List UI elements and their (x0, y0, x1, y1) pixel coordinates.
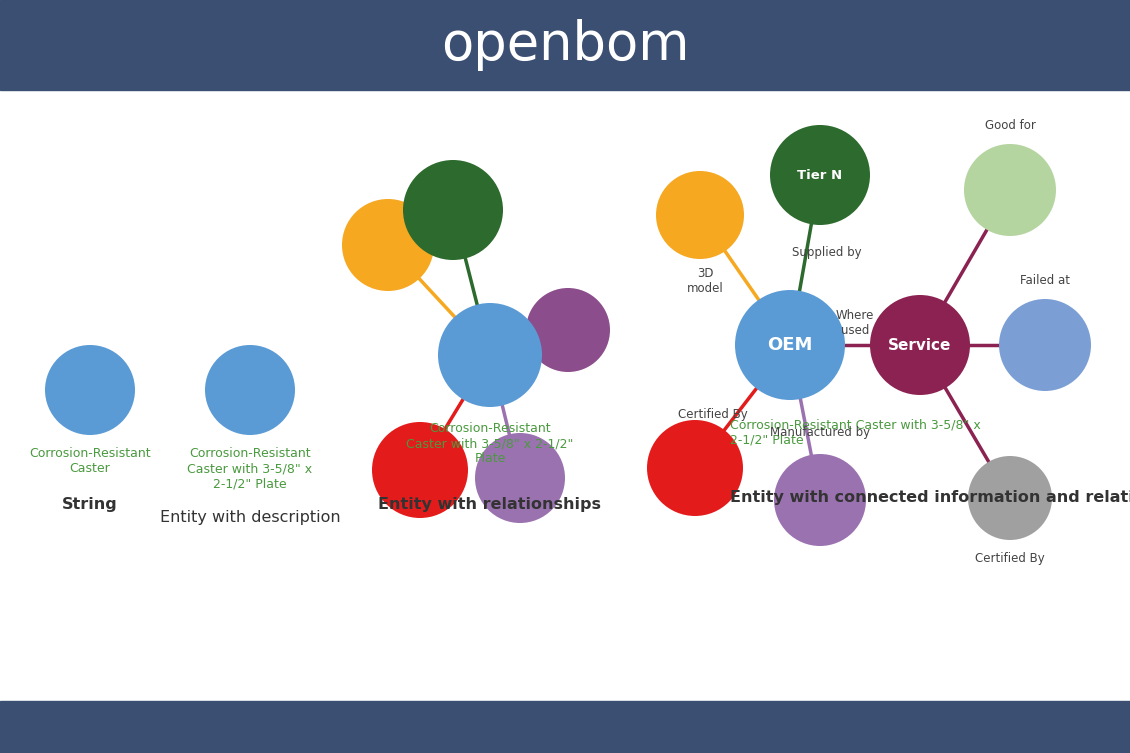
Text: Corrosion-Resistant
Caster: Corrosion-Resistant Caster (29, 447, 150, 475)
Text: Entity with relationships: Entity with relationships (379, 497, 601, 512)
Text: Good for: Good for (984, 119, 1035, 132)
Text: Entity with connected information and relationships: Entity with connected information and re… (730, 490, 1130, 505)
Text: 3D
model: 3D model (687, 267, 723, 295)
Text: Corrosion-Resistant
Caster with 3-5/8" x
2-1/2" Plate: Corrosion-Resistant Caster with 3-5/8" x… (188, 447, 313, 490)
Circle shape (657, 171, 744, 259)
Text: Manufactured by: Manufactured by (770, 426, 870, 439)
Circle shape (342, 199, 434, 291)
Text: Service: Service (888, 337, 951, 352)
Text: Corrosion-Resistant
Caster with 3-5/8" x 2-1/2"
Plate: Corrosion-Resistant Caster with 3-5/8" x… (407, 422, 574, 465)
Text: Entity with description: Entity with description (159, 510, 340, 525)
Circle shape (475, 433, 565, 523)
Circle shape (968, 456, 1052, 540)
Circle shape (734, 290, 845, 400)
Text: openbom: openbom (441, 19, 689, 71)
Circle shape (999, 299, 1090, 391)
Text: Corrosion-Resistant Caster with 3-5/8" x
2-1/2" Plate: Corrosion-Resistant Caster with 3-5/8" x… (730, 418, 981, 446)
Bar (0, 0, 1130, 90)
Text: Certified By: Certified By (678, 408, 747, 421)
Circle shape (438, 303, 542, 407)
Circle shape (403, 160, 503, 260)
Text: Failed at: Failed at (1020, 274, 1070, 287)
Circle shape (205, 345, 295, 435)
Circle shape (45, 345, 134, 435)
Circle shape (774, 454, 866, 546)
Text: Supplied by: Supplied by (792, 245, 862, 258)
Text: OEM: OEM (767, 336, 812, 354)
Circle shape (870, 295, 970, 395)
Bar (0, 701, 1130, 753)
Text: String: String (62, 497, 118, 512)
Circle shape (770, 125, 870, 225)
Circle shape (372, 422, 468, 518)
Circle shape (647, 420, 744, 516)
Text: Tier N: Tier N (798, 169, 843, 181)
Circle shape (964, 144, 1057, 236)
Text: Where
used: Where used (836, 309, 875, 337)
Circle shape (525, 288, 610, 372)
Text: Certified By: Certified By (975, 552, 1045, 565)
